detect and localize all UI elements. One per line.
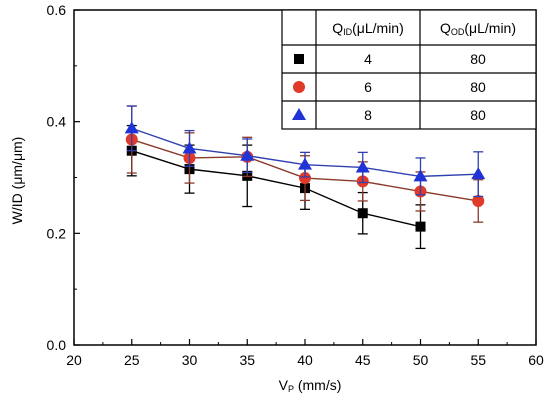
legend-marker — [292, 108, 306, 120]
legend-qod-value: 80 — [470, 51, 486, 67]
y-tick-label: 0.2 — [47, 225, 67, 241]
data-point — [355, 160, 370, 173]
x-tick-label: 60 — [528, 352, 544, 368]
data-point — [413, 169, 428, 182]
series-3 — [124, 105, 486, 198]
y-tick-label: 0.0 — [47, 337, 67, 353]
legend-marker — [293, 81, 305, 93]
x-tick-label: 45 — [355, 352, 371, 368]
data-point — [240, 148, 255, 161]
x-tick-label: 55 — [470, 352, 486, 368]
x-tick-label: 30 — [182, 352, 198, 368]
legend-qod-value: 80 — [470, 79, 486, 95]
legend-qid-value: 6 — [364, 79, 372, 95]
x-axis-title-main: V — [279, 377, 289, 393]
x-axis-title: VP (mm/s) — [279, 377, 342, 394]
legend-marker — [294, 54, 304, 64]
legend-header: QOD(μL/min) — [440, 20, 516, 37]
legend-qid-value: 4 — [364, 51, 372, 67]
legend-qid-value: 8 — [364, 107, 372, 123]
data-point — [471, 167, 486, 180]
x-tick-label: 20 — [66, 352, 82, 368]
data-point — [357, 208, 368, 219]
data-point — [415, 221, 426, 232]
y-tick-label: 0.4 — [47, 114, 67, 130]
data-point — [124, 121, 139, 134]
data-point — [299, 172, 311, 185]
legend-qod-value: 80 — [470, 107, 486, 123]
legend-header: QID(μL/min) — [332, 20, 404, 37]
x-axis-title-rest: (mm/s) — [294, 377, 341, 393]
data-point — [182, 141, 197, 154]
data-point — [472, 194, 485, 207]
legend-table: QID(μL/min) QOD(μL/min) 4 80 6 80 8 80 — [281, 9, 537, 130]
x-tick-label: 40 — [297, 352, 313, 368]
x-tick-label: 25 — [124, 352, 140, 368]
x-axis-title-sub: P — [288, 384, 294, 394]
y-axis-title: W/ID (μm/μm) — [9, 137, 25, 225]
x-tick-label: 35 — [239, 352, 255, 368]
y-tick-label: 0.6 — [47, 2, 67, 18]
series-1 — [126, 124, 426, 250]
x-tick-label: 50 — [413, 352, 429, 368]
series-line — [131, 150, 421, 228]
data-point — [298, 157, 312, 170]
